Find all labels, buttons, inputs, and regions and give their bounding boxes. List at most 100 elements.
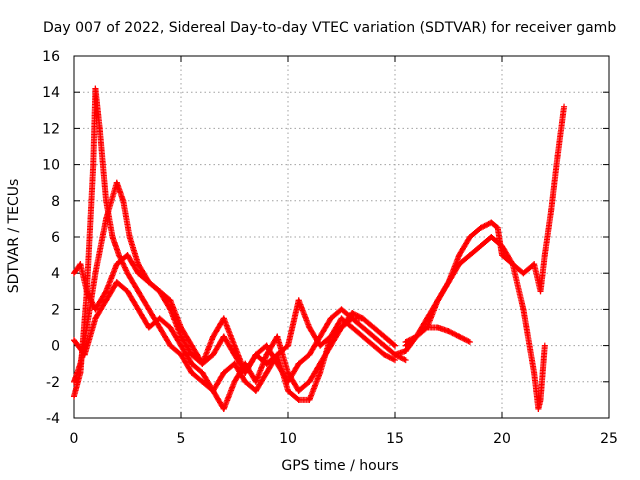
data-point [156, 324, 163, 331]
data-point [561, 103, 568, 110]
y-tick-label: 4 [51, 266, 60, 282]
data-point [381, 342, 388, 349]
data-point [295, 297, 302, 304]
series-track-4 [71, 252, 398, 376]
y-tick-label: 10 [42, 158, 60, 174]
data-point [499, 252, 505, 259]
data-point [392, 351, 398, 358]
data-point [231, 360, 238, 367]
data-point [494, 224, 501, 231]
data-point [295, 360, 302, 367]
data-point [535, 405, 542, 412]
series-track-1 [71, 85, 398, 403]
data-point [81, 351, 88, 358]
data-point [126, 234, 133, 240]
data-point [434, 297, 441, 304]
x-tick-label: 10 [279, 431, 297, 447]
axis-ticks: 0 5 10 15 20 25 -4 -2 0 2 4 6 8 10 12 14 16 [42, 49, 618, 447]
y-tick-label: 6 [51, 230, 60, 246]
data-point [167, 324, 174, 331]
data-point [548, 206, 555, 213]
y-tick-label: -2 [46, 375, 60, 391]
data-point [199, 378, 206, 385]
data-point [537, 288, 544, 295]
data-point [349, 324, 356, 331]
data-point [83, 288, 90, 295]
data-point [124, 288, 131, 295]
data-point [466, 252, 473, 259]
data-point [466, 234, 473, 240]
chart-title: Day 007 of 2022, Sidereal Day-to-day VTE… [43, 20, 616, 36]
data-point [92, 306, 99, 313]
data-point [83, 324, 90, 331]
data-point [156, 315, 163, 322]
data-point [413, 333, 420, 340]
data-point [135, 306, 142, 313]
data-point [92, 270, 99, 277]
data-point [327, 315, 334, 322]
data-point [103, 215, 110, 222]
data-point [370, 333, 377, 340]
data-point [381, 351, 388, 358]
data-point [327, 342, 334, 349]
data-point [285, 369, 291, 376]
data-point [242, 369, 249, 376]
y-tick-label: 0 [51, 339, 60, 355]
data-point [220, 315, 227, 322]
data-point [338, 315, 345, 322]
y-tick-label: 12 [42, 121, 60, 137]
data-point [124, 252, 131, 259]
data-point [252, 387, 259, 394]
y-tick-label: 2 [51, 302, 60, 318]
grid [74, 56, 609, 418]
data-point [306, 324, 313, 331]
data-point [220, 333, 227, 340]
data-point [113, 179, 120, 186]
x-axis-label: GPS time / hours [281, 458, 398, 474]
data-point [392, 357, 398, 364]
data-point [188, 360, 195, 367]
data-point [113, 279, 120, 286]
data-point [349, 315, 356, 322]
data-point [338, 324, 345, 331]
data-point [434, 324, 441, 331]
data-point [199, 369, 206, 376]
data-point [477, 224, 484, 231]
data-point [359, 315, 366, 322]
series-track-6 [402, 103, 568, 349]
data-point [167, 297, 174, 304]
data-point [402, 348, 409, 355]
data-point [77, 261, 84, 268]
data-point [338, 306, 345, 313]
data-point [210, 333, 217, 340]
y-tick-label: -4 [46, 411, 60, 427]
x-tick-label: 25 [600, 431, 618, 447]
data-point [306, 396, 313, 403]
data-point [92, 85, 99, 92]
series-layer [71, 85, 568, 412]
data-point [488, 234, 495, 240]
data-point [541, 252, 548, 259]
data-point [274, 351, 281, 358]
data-point [381, 333, 388, 340]
data-point [295, 387, 302, 394]
data-point [115, 252, 122, 259]
data-point [541, 342, 548, 349]
data-point [210, 351, 217, 358]
series-track-7 [402, 324, 473, 345]
data-point [145, 324, 152, 331]
data-point [145, 279, 152, 286]
data-point [306, 351, 313, 358]
data-point [317, 342, 324, 349]
data-point [306, 378, 313, 385]
data-point [103, 197, 110, 204]
data-point [274, 360, 281, 367]
data-point [456, 333, 463, 340]
data-point [263, 360, 270, 367]
data-point [188, 342, 195, 349]
data-point [445, 328, 452, 335]
data-point [156, 288, 163, 295]
data-point [317, 333, 324, 340]
data-point [424, 324, 431, 331]
y-tick-label: 16 [42, 49, 60, 65]
